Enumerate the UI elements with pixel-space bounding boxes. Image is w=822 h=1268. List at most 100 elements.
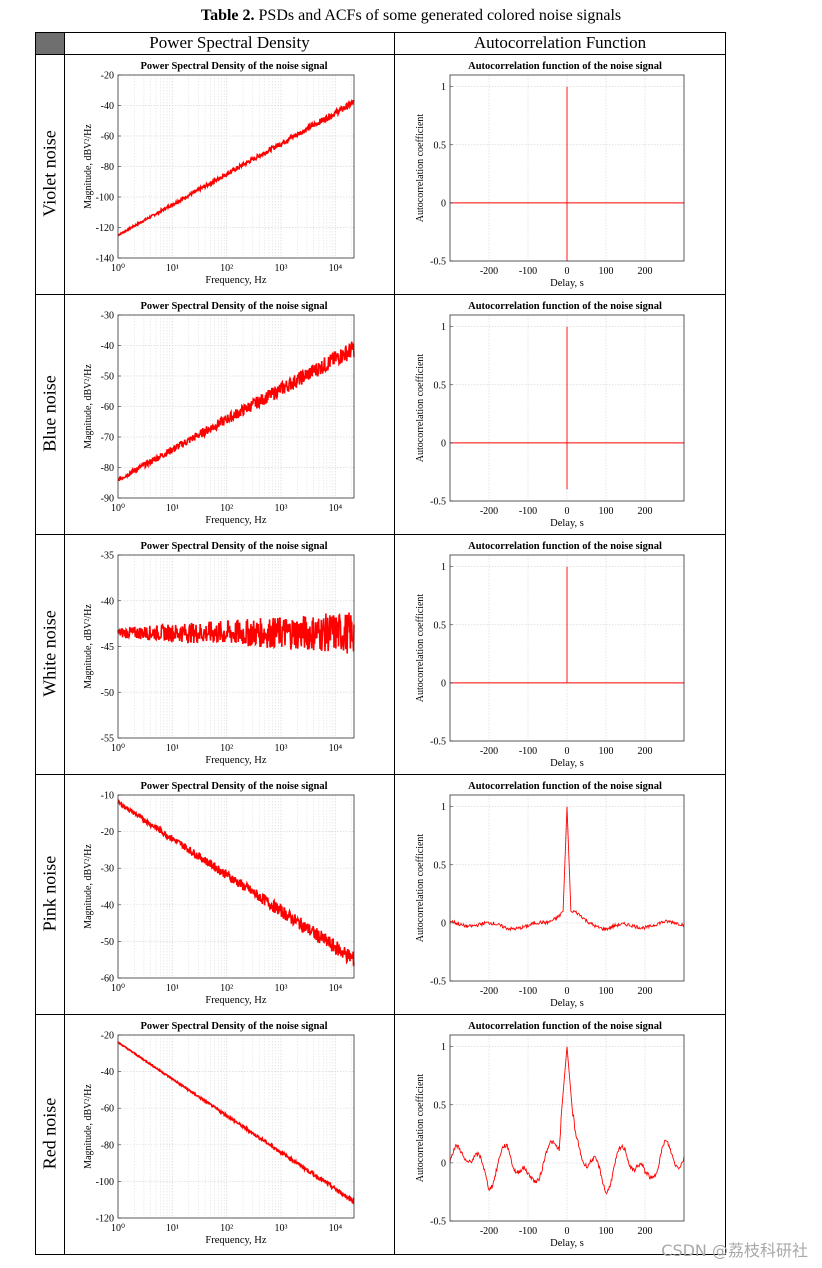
grid-lines	[450, 795, 684, 982]
x-tick-label: 10⁴	[329, 983, 343, 994]
row-border-2	[35, 534, 726, 535]
acf-chart-4: Autocorrelation function of the noise si…	[415, 1021, 685, 1249]
y-tick-label: 0	[441, 1158, 446, 1169]
x-tick-label: 200	[638, 266, 653, 277]
y-tick-label: -20	[101, 1031, 114, 1042]
header-psd: Power Spectral Density	[149, 33, 310, 52]
col-border-mid	[394, 32, 395, 1255]
axes-box	[449, 794, 685, 982]
row-border-4	[35, 1014, 726, 1015]
y-tick-label: -40	[101, 900, 114, 911]
acf-trace	[450, 86, 684, 261]
x-axis-label: Delay, s	[550, 998, 584, 1009]
chart-title: Power Spectral Density of the noise sign…	[140, 1021, 327, 1032]
x-axis-label: Frequency, Hz	[205, 515, 266, 526]
x-tick-label: 200	[638, 746, 653, 757]
col-border-left	[35, 32, 36, 1255]
psd-trace	[117, 799, 355, 967]
y-axis-label: Magnitude, dBV²/Hz	[83, 364, 94, 449]
row-border-3	[35, 774, 726, 775]
row-label-violet: Violet noise	[39, 130, 60, 217]
axes-box	[117, 1034, 355, 1219]
grid-lines	[117, 1034, 354, 1219]
y-tick-label: -0.5	[430, 1217, 446, 1228]
y-tick-label: -40	[101, 101, 114, 112]
y-tick-label: -0.5	[430, 497, 446, 508]
psd-trace	[117, 98, 355, 237]
x-tick-label: 0	[565, 266, 570, 277]
y-tick-label: -100	[96, 1177, 114, 1188]
x-tick-label: 10⁴	[329, 1223, 343, 1234]
x-tick-label: 100	[599, 1226, 614, 1237]
y-tick-label: -70	[101, 433, 114, 444]
y-axis-label: Autocorrelation coefficient	[415, 594, 426, 703]
psd-chart-4: Power Spectral Density of the noise sign…	[83, 1021, 355, 1246]
psd-chart-0: Power Spectral Density of the noise sign…	[83, 61, 355, 286]
x-tick-label: 10³	[275, 743, 288, 754]
x-tick-label: 10⁰	[111, 983, 125, 994]
x-tick-label: 10¹	[166, 503, 179, 514]
x-tick-label: 10⁰	[111, 503, 125, 514]
x-tick-label: 10⁰	[111, 743, 125, 754]
acf-trace	[449, 806, 685, 932]
acf-trace	[449, 1046, 685, 1195]
x-tick-label: 10²	[220, 1223, 233, 1234]
acf-trace	[450, 566, 684, 684]
x-tick-label: 10³	[275, 983, 288, 994]
y-tick-label: -20	[101, 827, 114, 838]
x-tick-label: -200	[480, 1226, 498, 1237]
x-tick-label: 100	[599, 746, 614, 757]
acf-chart-2: Autocorrelation function of the noise si…	[415, 541, 685, 769]
x-tick-label: 10¹	[166, 1223, 179, 1234]
x-tick-label: 10⁰	[111, 263, 125, 274]
x-tick-label: 0	[565, 506, 570, 517]
grid-lines	[117, 794, 354, 979]
y-tick-label: -30	[101, 311, 114, 322]
row-label-pink: Pink noise	[39, 855, 60, 932]
x-tick-label: 10¹	[166, 743, 179, 754]
y-tick-label: -60	[101, 974, 114, 985]
psd-trace	[117, 341, 355, 482]
x-tick-label: -200	[480, 986, 498, 997]
x-tick-label: 100	[599, 986, 614, 997]
y-axis-label: Autocorrelation coefficient	[415, 1074, 426, 1183]
y-tick-label: -60	[101, 132, 114, 143]
y-tick-label: -0.5	[430, 257, 446, 268]
x-tick-label: 0	[565, 1226, 570, 1237]
y-tick-label: 1	[441, 1042, 446, 1053]
row-label-blue: Blue noise	[39, 375, 60, 452]
y-tick-label: 1	[441, 82, 446, 93]
y-tick-label: 0.5	[434, 140, 447, 151]
x-tick-label: 10³	[275, 503, 288, 514]
x-tick-label: 100	[599, 266, 614, 277]
y-axis-label: Magnitude, dBV²/Hz	[83, 844, 94, 929]
x-axis-label: Delay, s	[550, 1238, 584, 1249]
psd-chart-3: Power Spectral Density of the noise sign…	[83, 781, 355, 1006]
x-tick-label: 10⁴	[329, 503, 343, 514]
y-tick-label: 0.5	[434, 620, 447, 631]
y-tick-label: -120	[96, 223, 114, 234]
col-border-label	[64, 32, 65, 1255]
y-tick-label: -80	[101, 162, 114, 173]
y-tick-label: -50	[101, 937, 114, 948]
chart-title: Autocorrelation function of the noise si…	[468, 541, 662, 552]
axes-box	[449, 554, 685, 742]
chart-title: Power Spectral Density of the noise sign…	[140, 301, 327, 312]
psd-trace	[117, 612, 355, 654]
y-tick-label: 0.5	[434, 380, 447, 391]
x-tick-label: 10¹	[166, 983, 179, 994]
x-tick-label: -200	[480, 266, 498, 277]
y-tick-label: -60	[101, 1104, 114, 1115]
y-tick-label: -40	[101, 341, 114, 352]
x-tick-label: -100	[519, 1226, 537, 1237]
x-tick-label: -100	[519, 506, 537, 517]
y-axis-label: Magnitude, dBV²/Hz	[83, 124, 94, 209]
x-tick-label: 10⁴	[329, 263, 343, 274]
grid-lines	[117, 554, 354, 739]
x-axis-label: Frequency, Hz	[205, 995, 266, 1006]
x-tick-label: 10¹	[166, 263, 179, 274]
x-tick-label: -100	[519, 746, 537, 757]
y-tick-label: -0.5	[430, 737, 446, 748]
x-tick-label: 10⁴	[329, 743, 343, 754]
table-top-border	[35, 32, 726, 33]
